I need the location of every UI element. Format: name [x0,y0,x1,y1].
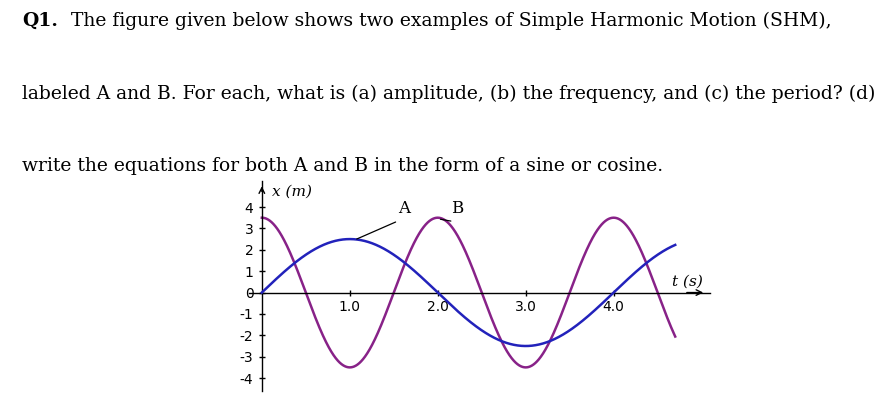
Text: The figure given below shows two examples of Simple Harmonic Motion (SHM),: The figure given below shows two example… [71,12,832,30]
Text: x (m): x (m) [273,185,313,199]
Text: write the equations for both A and B in the form of a sine or cosine.: write the equations for both A and B in … [22,157,663,175]
Text: t (s): t (s) [672,275,703,289]
Text: B: B [451,199,464,217]
Text: labeled A and B. For each, what is (a) amplitude, (b) the frequency, and (c) the: labeled A and B. For each, what is (a) a… [22,85,876,103]
Text: A: A [399,199,410,217]
Text: Q1.: Q1. [22,12,58,30]
